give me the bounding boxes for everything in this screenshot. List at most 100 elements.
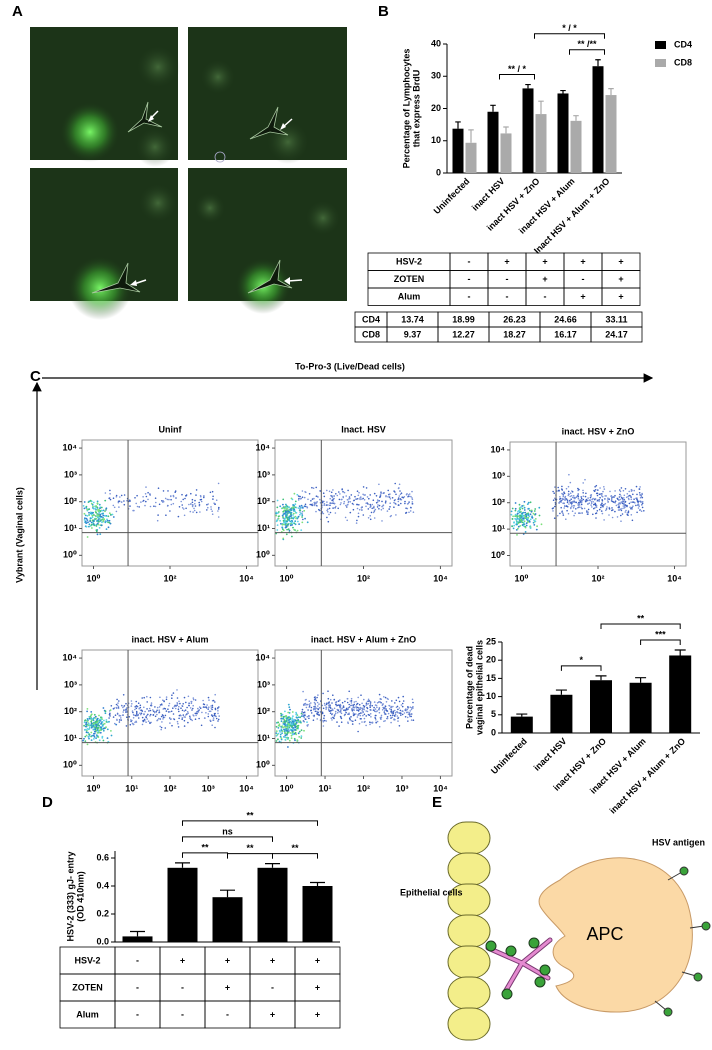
event-dot: [85, 721, 88, 724]
event-dot: [561, 488, 563, 490]
event-dot: [280, 522, 282, 525]
event-dot: [518, 509, 520, 512]
event-dot: [538, 506, 541, 509]
event-dot: [284, 507, 286, 510]
event-dot: [339, 503, 342, 506]
event-dot: [280, 720, 283, 723]
event-dot: [183, 719, 186, 722]
event-dot: [291, 535, 293, 538]
event-dot: [153, 505, 155, 508]
event-dot: [174, 707, 177, 710]
y-tick-label: 10⁰: [256, 760, 270, 770]
event-dot: [295, 721, 298, 724]
event-dot: [91, 514, 94, 517]
event-dot: [339, 706, 341, 708]
event-dot: [630, 488, 633, 491]
panel-label: B: [378, 3, 389, 20]
event-dot: [304, 503, 307, 506]
event-dot: [314, 710, 317, 713]
event-dot: [167, 711, 170, 713]
event-dot: [286, 731, 289, 733]
event-dot: [300, 735, 303, 737]
event-dot: [292, 507, 295, 510]
event-dot: [401, 702, 404, 705]
event-dot: [405, 708, 407, 710]
y-tick-label: 20: [431, 103, 441, 113]
event-dot: [521, 521, 524, 524]
event-dot: [97, 523, 100, 526]
event-dot: [281, 717, 284, 720]
event-dot: [292, 516, 295, 519]
event-dot: [154, 505, 157, 508]
event-dot: [595, 484, 598, 487]
event-dot: [592, 501, 594, 503]
event-dot: [298, 721, 300, 724]
event-dot: [307, 709, 309, 711]
event-dot: [290, 729, 293, 732]
event-dot: [196, 712, 198, 715]
event-dot: [117, 500, 120, 503]
event-dot: [149, 715, 151, 717]
event-dot: [389, 714, 392, 717]
event-dot: [388, 708, 391, 710]
event-dot: [366, 496, 369, 498]
event-dot: [565, 498, 568, 500]
event-dot: [183, 716, 185, 718]
event-dot: [371, 704, 374, 707]
y-tick-label: 10¹: [257, 733, 270, 743]
event-dot: [568, 473, 570, 476]
event-dot: [171, 697, 173, 699]
event-dot: [83, 724, 85, 727]
event-dot: [138, 506, 140, 508]
event-dot: [115, 495, 118, 498]
event-dot: [283, 523, 285, 526]
y-tick-label: 10⁴: [256, 652, 270, 662]
event-dot: [134, 721, 136, 724]
event-dot: [134, 714, 137, 717]
event-dot: [632, 501, 634, 503]
event-dot: [95, 529, 98, 532]
event-dot: [636, 493, 638, 496]
event-dot: [158, 709, 160, 711]
table-text: +: [270, 1009, 275, 1019]
event-dot: [207, 708, 209, 710]
event-dot: [84, 521, 87, 524]
event-dot: [365, 702, 368, 704]
event-dot: [534, 518, 537, 520]
event-dot: [519, 508, 521, 511]
event-dot: [336, 721, 338, 723]
event-dot: [529, 513, 532, 516]
event-dot: [582, 489, 584, 492]
plot-title: inact. HSV + Alum + ZnO: [311, 634, 416, 644]
event-dot: [109, 715, 111, 717]
event-dot: [350, 720, 353, 722]
event-dot: [206, 503, 208, 506]
event-dot: [99, 510, 101, 512]
event-dot: [144, 719, 146, 722]
event-dot: [397, 504, 400, 506]
event-dot: [136, 705, 138, 708]
event-dot: [218, 715, 220, 717]
y-tick-label: 10⁴: [63, 652, 77, 662]
event-dot: [94, 507, 97, 509]
event-dot: [397, 708, 399, 711]
event-dot: [385, 500, 387, 503]
event-dot: [513, 521, 515, 523]
event-dot: [317, 496, 319, 498]
event-dot: [295, 711, 297, 714]
event-dot: [284, 526, 287, 529]
event-dot: [101, 521, 103, 524]
event-dot: [593, 507, 595, 510]
event-dot: [342, 705, 345, 707]
event-dot: [589, 499, 591, 501]
error-bar: [538, 100, 544, 115]
event-dot: [102, 739, 105, 742]
error-bar: [674, 649, 686, 656]
event-dot: [510, 510, 513, 513]
event-dot: [86, 508, 89, 511]
significance-bracket: [600, 623, 681, 630]
event-dot: [336, 494, 339, 497]
event-dot: [361, 498, 363, 500]
y-axis-label: HSV-2 (333) gJ- entry: [65, 851, 75, 941]
event-dot: [362, 497, 365, 500]
